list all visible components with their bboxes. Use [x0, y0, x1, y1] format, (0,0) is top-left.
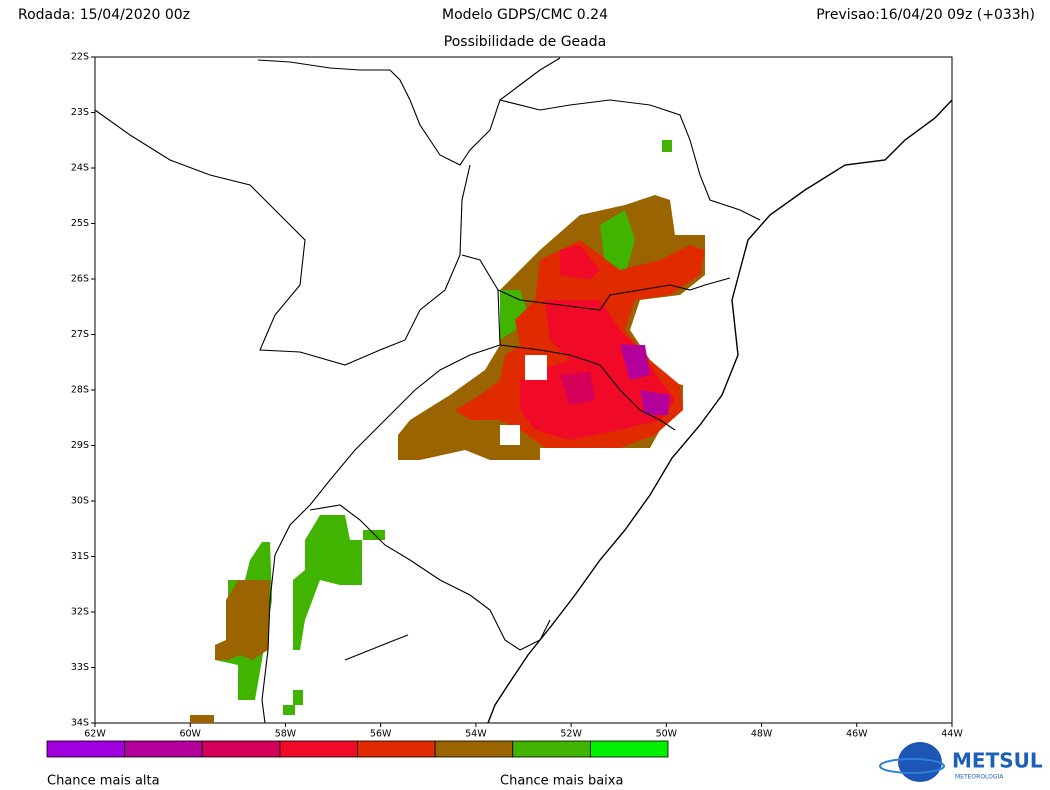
legend-swatch — [512, 740, 591, 758]
lon-label: 48W — [751, 729, 773, 740]
logo-tagline: METEOROLOGIA — [955, 774, 1004, 781]
lon-label: 60W — [179, 729, 201, 740]
frost-areas — [190, 140, 705, 723]
legend-swatch — [279, 740, 358, 758]
legend-swatch — [46, 740, 126, 758]
lat-label: 25S — [71, 218, 89, 229]
latitude-labels: 22S 23S 24S 25S 26S 27S 28S 29S 30S 31S 32S 33S 34S — [71, 52, 95, 729]
lat-label: 22S — [71, 52, 89, 63]
lon-label: 44W — [941, 729, 963, 740]
lon-label: 62W — [84, 729, 106, 740]
legend-swatch — [357, 740, 436, 758]
lat-label: 34S — [71, 718, 89, 729]
lat-label: 27S — [71, 329, 89, 340]
legend-swatch — [434, 740, 514, 758]
legend-swatch — [201, 740, 281, 758]
legend — [46, 740, 669, 758]
legend-swatch — [124, 740, 203, 758]
lat-label: 31S — [71, 551, 89, 562]
lat-label: 28S — [71, 385, 89, 396]
longitude-labels: 62W 60W 58W 56W 54W 52W 50W 48W 46W 44W — [84, 723, 963, 740]
lon-label: 52W — [560, 729, 582, 740]
legend-swatch — [589, 740, 669, 758]
lon-label: 50W — [656, 729, 678, 740]
lat-label: 24S — [71, 163, 89, 174]
model-label: Modelo GDPS/CMC 0.24 — [442, 7, 608, 23]
lon-label: 46W — [846, 729, 868, 740]
map — [94, 56, 953, 724]
logo-name: METSUL — [952, 749, 1043, 773]
lat-label: 32S — [71, 607, 89, 618]
map-subtitle: Possibilidade de Geada — [444, 34, 606, 50]
logo: METSUL METEOROLOGIA — [879, 742, 1043, 782]
run-label: Rodada: 15/04/2020 00z — [18, 7, 190, 23]
lat-label: 33S — [71, 662, 89, 673]
lon-label: 54W — [465, 729, 487, 740]
forecast-label: Previsao:16/04/20 09z (+033h) — [816, 7, 1035, 23]
lat-label: 29S — [71, 440, 89, 451]
lon-label: 58W — [275, 729, 297, 740]
lat-label: 26S — [71, 274, 89, 285]
legend-high-label: Chance mais alta — [47, 774, 160, 789]
lat-label: 30S — [71, 496, 89, 507]
lon-label: 56W — [370, 729, 392, 740]
legend-low-label: Chance mais baixa — [500, 774, 623, 789]
lat-label: 23S — [71, 107, 89, 118]
